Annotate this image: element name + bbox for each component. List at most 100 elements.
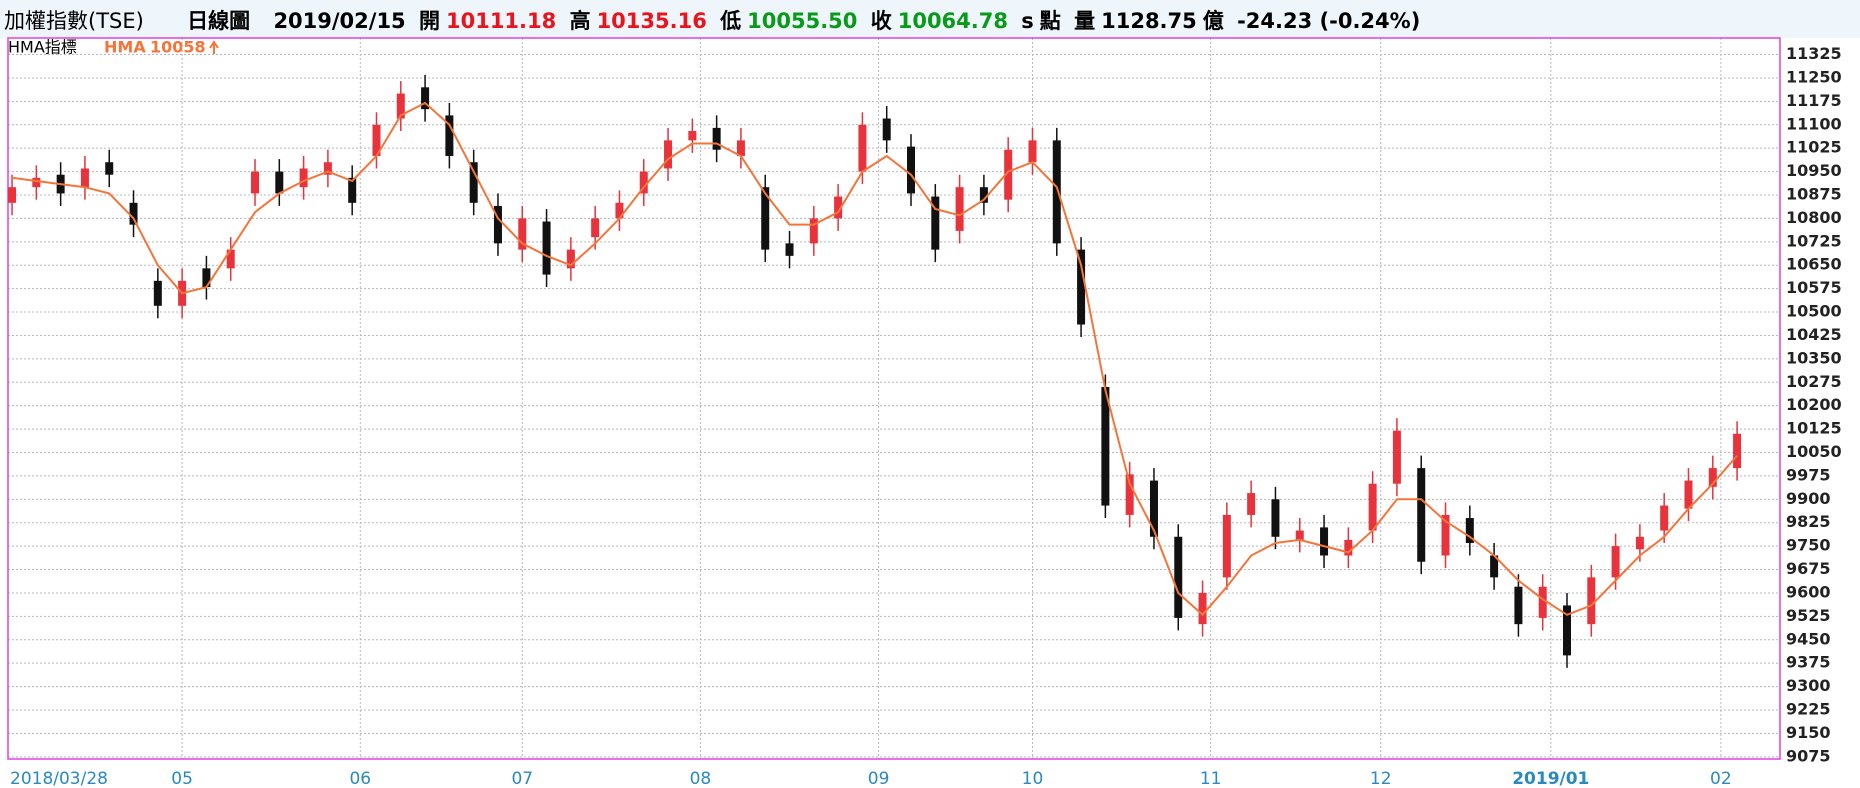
candle-body [299,168,308,188]
candle-body [1441,514,1450,556]
high-label: 高 [569,9,591,33]
candle-body [396,93,405,119]
candle-body [1611,546,1620,578]
hma-line [11,101,1738,617]
candle-body [1004,149,1013,200]
candle-body [493,205,502,244]
candle-body [105,162,114,175]
y-tick-label: 9225 [1786,699,1831,718]
low: 10055.50 [747,9,858,33]
x-tick-label: 2019/01 [1512,769,1589,788]
plot-border [7,37,1781,760]
candle-body [1684,480,1693,509]
candle-body [1052,140,1061,244]
y-tick-label: 10725 [1786,231,1842,250]
candle-body [1247,493,1256,515]
candle-body [907,146,916,194]
candle-body [348,177,357,203]
candle-body [226,249,235,269]
candle-body [32,177,41,188]
y-tick-label: 9675 [1786,559,1831,578]
y-tick-label: 9300 [1786,676,1831,695]
x-tick-label: 09 [868,769,890,788]
x-tick-label: 12 [1370,769,1392,788]
candle-body [566,249,575,269]
change: -24.23 (-0.24%) [1237,9,1421,33]
candle-body [202,268,211,288]
y-tick-label: 9975 [1786,465,1831,484]
y-tick-label: 9375 [1786,653,1831,672]
x-tick-label: 06 [349,769,371,788]
unit: 點 [1039,9,1061,33]
y-tick-label: 11325 [1786,44,1842,63]
y-tick-label: 10800 [1786,208,1842,227]
candle-body [1538,586,1547,618]
candle-body [1514,586,1523,625]
x-tick-label: 08 [690,769,712,788]
x-tick-label: 05 [171,769,193,788]
date: 2019/02/15 [273,9,406,33]
candle-body [1587,577,1596,625]
panel-label: HMA指標 [8,38,77,57]
candle-body [639,171,648,194]
volume: 1128.75 [1101,9,1197,33]
chart-kind: 日線圖 [187,9,251,33]
x-tick-label: 11 [1200,769,1222,788]
y-tick-label: 9150 [1786,723,1831,742]
x-tick-label: 02 [1710,769,1732,788]
y-tick-label: 9825 [1786,512,1831,531]
candle-body [1174,536,1183,618]
candle-body [931,196,940,250]
candle-body [1635,536,1644,550]
open-label: 開 [418,9,440,33]
legend-name: HMA [104,38,146,57]
candle-body [858,124,867,172]
volume-unit: 億 [1202,9,1224,33]
y-tick-label: 9075 [1786,746,1831,765]
y-tick-label: 10500 [1786,302,1842,321]
x-tick-label: 2018/03/28 [10,769,108,788]
y-tick-label: 11100 [1786,114,1842,133]
y-tick-label: 9450 [1786,629,1831,648]
candle-body [761,187,770,250]
y-tick-label: 11250 [1786,67,1842,86]
y-tick-label: 9525 [1786,606,1831,625]
candle-body [251,171,260,194]
candle-body [1198,592,1207,625]
candle-body [688,131,697,141]
candle-body [712,127,721,150]
candle-body [445,115,454,156]
close: 10064.78 [897,9,1008,33]
low-label: 低 [720,9,742,33]
legend-value: 10058 [150,38,206,57]
candle-body [421,87,430,110]
candle-body [809,218,818,244]
candle-body [1320,527,1329,556]
candle-body [1149,480,1158,537]
candle-body [153,280,162,306]
close-label: 收 [870,9,892,33]
candle-body [1392,430,1401,484]
candle-body [129,202,138,225]
candle-body [664,140,673,169]
candle-body [1417,468,1426,562]
candle-body [1028,140,1037,163]
index-name: 加權指數(TSE) [4,9,144,33]
y-tick-label: 9900 [1786,489,1831,508]
candle-body [1077,249,1086,325]
candle-body [1733,433,1742,469]
y-tick-label: 10650 [1786,255,1842,274]
unit-s: s [1021,9,1034,33]
candle-body [1660,505,1669,531]
y-tick-label: 10950 [1786,161,1842,180]
candle-body [1344,539,1353,556]
x-tick-label: 07 [511,769,533,788]
y-tick-label: 11025 [1786,138,1842,157]
candle-body [736,140,745,156]
y-tick-label: 10200 [1786,395,1842,414]
candle-body [1708,468,1717,487]
candle-body [955,187,964,231]
trend-arrow [209,40,219,54]
